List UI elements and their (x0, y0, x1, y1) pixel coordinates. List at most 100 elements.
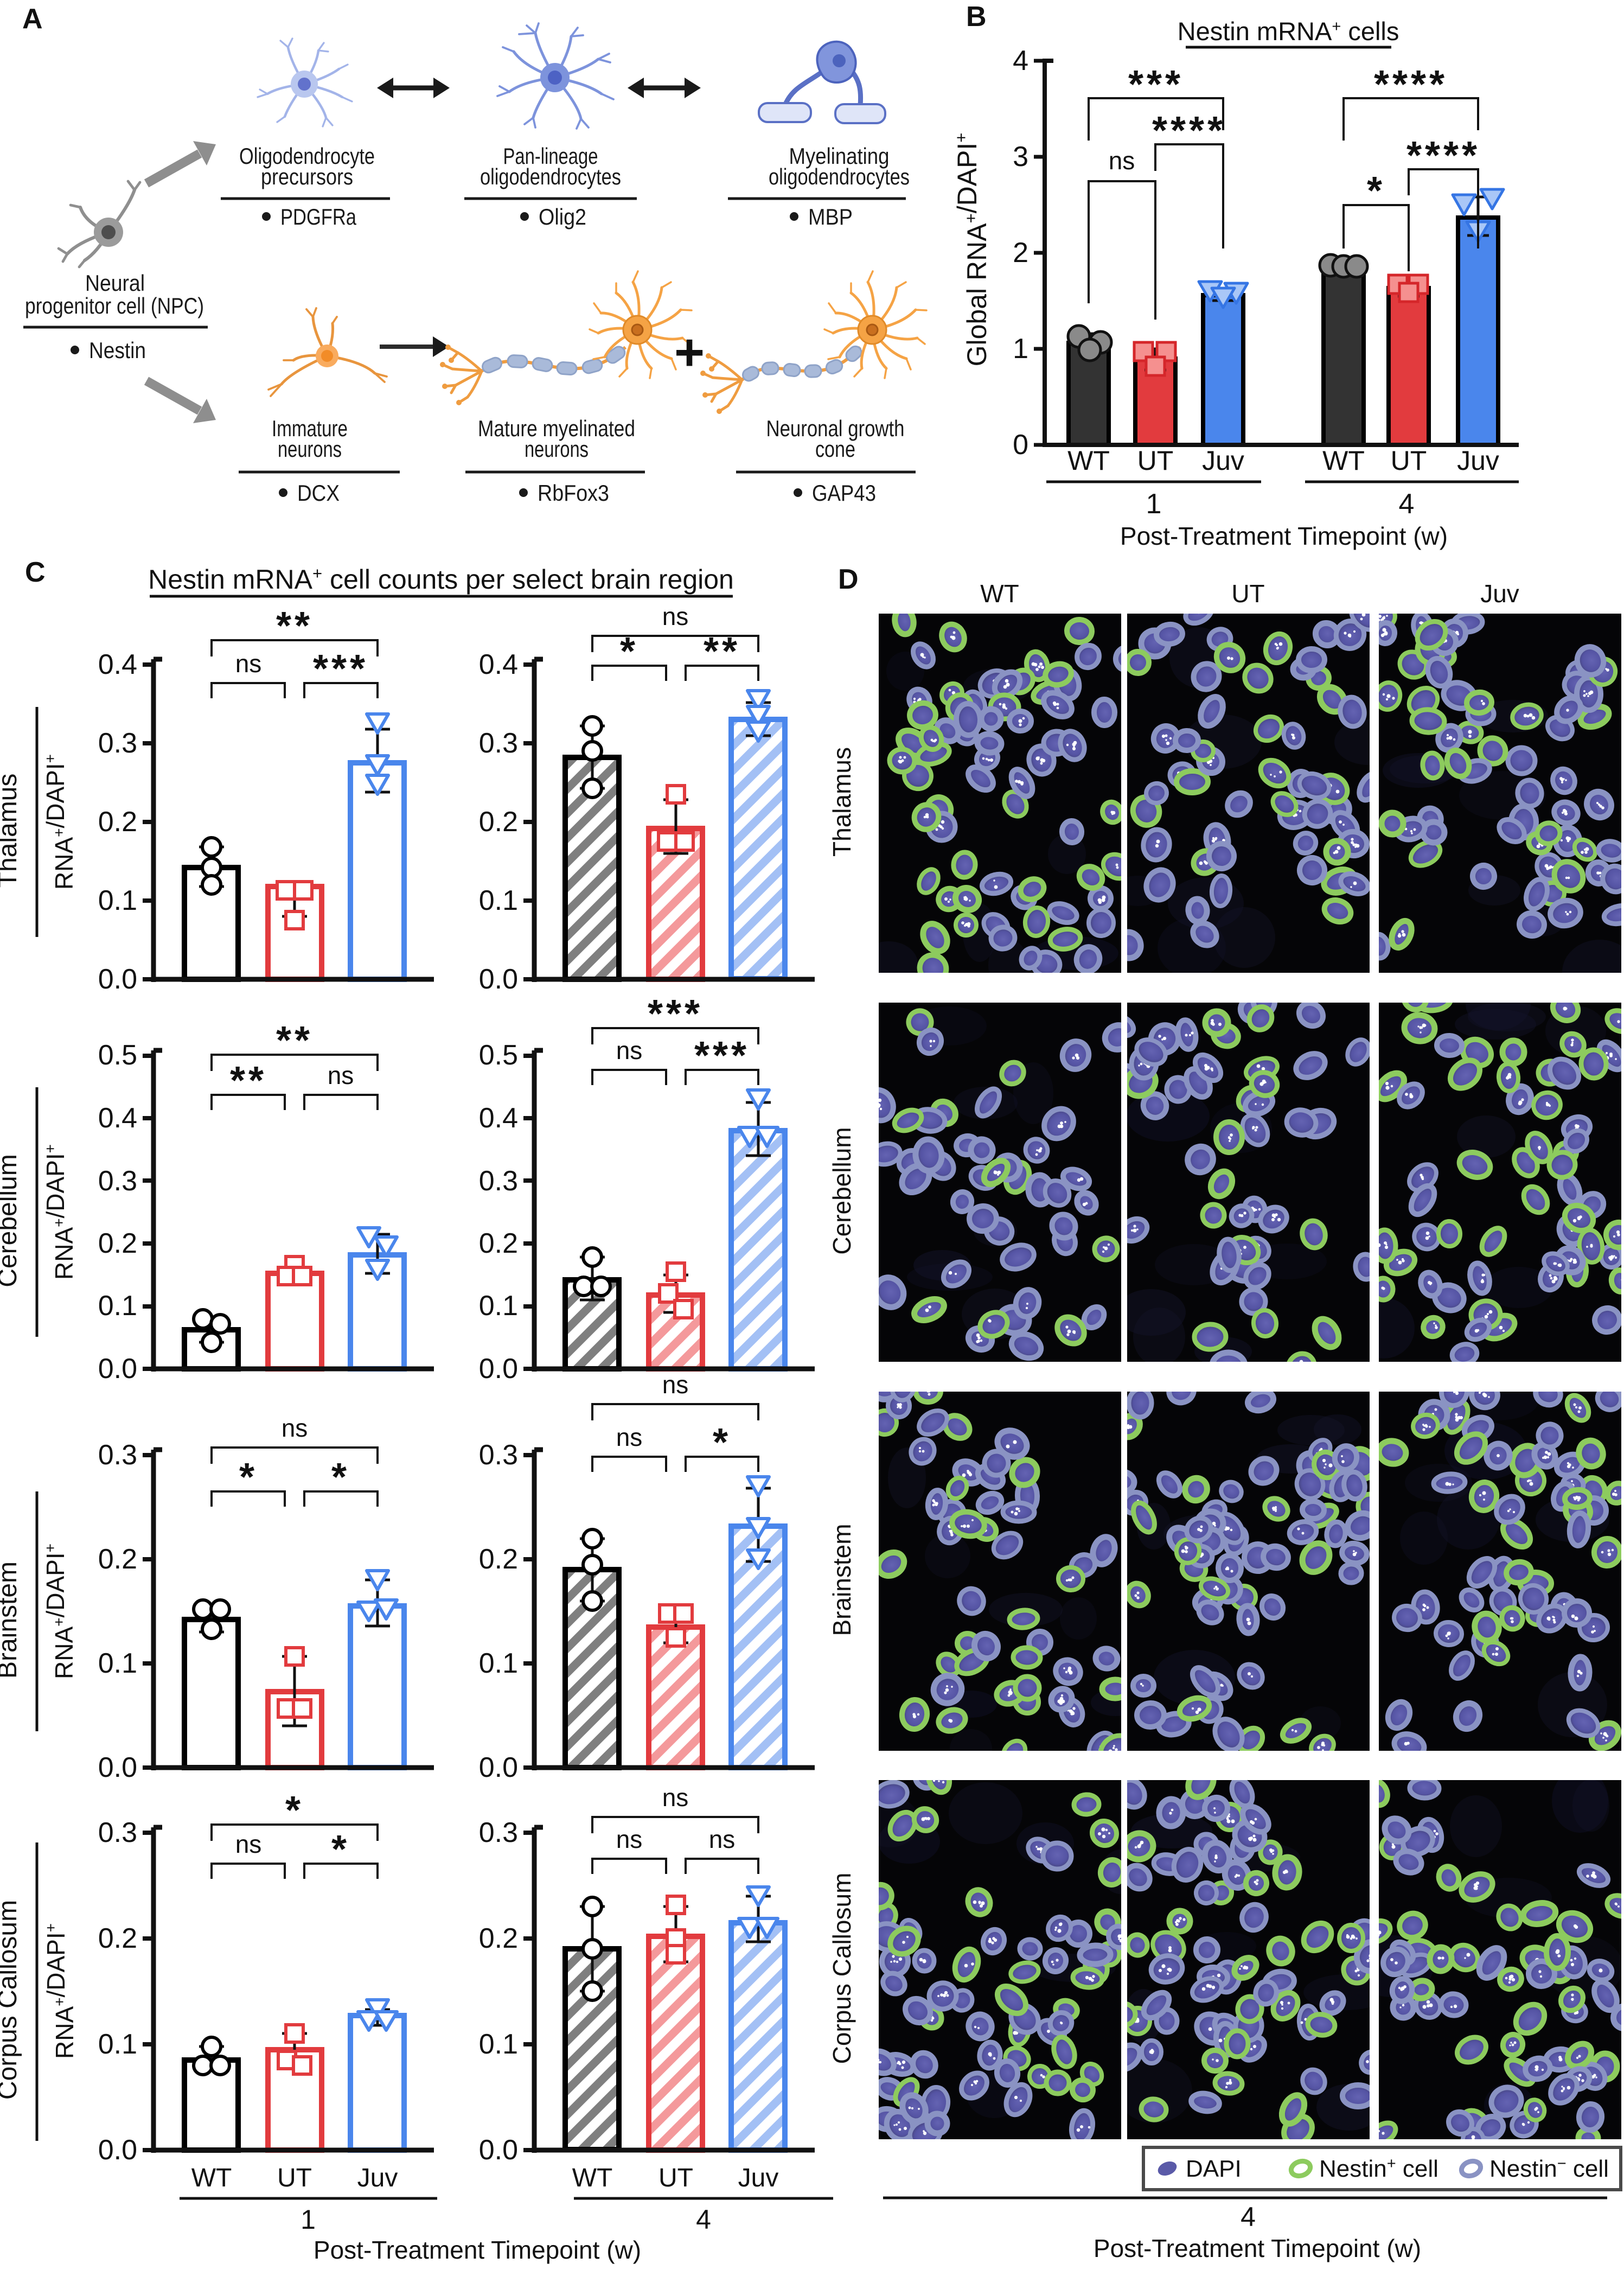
svg-text:0.0: 0.0 (98, 2134, 137, 2166)
svg-text:0.2: 0.2 (479, 1923, 518, 1954)
svg-text:0.4: 0.4 (98, 1102, 137, 1134)
svg-text:****: **** (1374, 63, 1448, 106)
svg-text:0.3: 0.3 (98, 1439, 137, 1471)
svg-text:0.4: 0.4 (479, 649, 518, 680)
svg-text:0.1: 0.1 (98, 1648, 137, 1679)
svg-text:***: *** (1128, 63, 1184, 106)
svg-text:0.1: 0.1 (479, 2029, 518, 2060)
svg-text:*: * (713, 1421, 731, 1464)
svg-text:RNA+/DAPI+: RNA+/DAPI+ (42, 1923, 79, 2059)
svg-text:WT: WT (572, 2164, 613, 2192)
svg-text:**: ** (276, 604, 313, 648)
svg-text:WT: WT (1067, 445, 1110, 476)
svg-text:***: *** (694, 1034, 750, 1077)
svg-text:Cerebellum: Cerebellum (828, 1127, 856, 1254)
svg-text:0.1: 0.1 (98, 885, 137, 916)
svg-text:Cerebellum: Cerebellum (0, 1154, 22, 1287)
svg-text:0.0: 0.0 (479, 2134, 518, 2166)
svg-text:Post-Treatment Timepoint (w): Post-Treatment Timepoint (w) (1120, 522, 1448, 550)
svg-text:D: D (838, 564, 859, 595)
svg-text:RNA+/DAPI+: RNA+/DAPI+ (41, 754, 78, 890)
svg-text:Juv: Juv (738, 2164, 779, 2192)
svg-text:ns: ns (662, 1783, 689, 1812)
svg-text:Neuronal growth: Neuronal growth (766, 416, 905, 441)
svg-text:WT: WT (980, 579, 1019, 608)
svg-text:0.0: 0.0 (98, 1353, 137, 1385)
svg-text:4: 4 (1241, 2202, 1256, 2232)
svg-text:ns: ns (616, 1825, 643, 1853)
svg-text:0.3: 0.3 (479, 1165, 518, 1197)
svg-text:UT: UT (277, 2164, 312, 2192)
svg-text:DCX: DCX (297, 480, 340, 506)
svg-text:Thalamus: Thalamus (828, 747, 856, 857)
svg-text:1: 1 (300, 2204, 316, 2235)
svg-text:Juv: Juv (357, 2164, 398, 2192)
svg-text:0.3: 0.3 (98, 1165, 137, 1197)
svg-text:RbFox3: RbFox3 (538, 480, 609, 506)
svg-text:Oligodendrocyte: Oligodendrocyte (239, 143, 375, 169)
svg-text:2: 2 (1013, 237, 1028, 269)
svg-text:ns: ns (662, 602, 689, 630)
svg-text:0.1: 0.1 (98, 1290, 137, 1322)
svg-text:0.3: 0.3 (479, 1439, 518, 1471)
svg-text:DAPI: DAPI (1186, 2156, 1242, 2182)
svg-text:0.2: 0.2 (479, 1228, 518, 1259)
svg-text:0.3: 0.3 (479, 728, 518, 759)
svg-text:cone: cone (815, 436, 855, 462)
svg-text:oligodendrocytes: oligodendrocytes (769, 164, 910, 189)
svg-text:Juv: Juv (1457, 445, 1499, 476)
svg-text:A: A (22, 3, 43, 35)
svg-text:B: B (966, 1, 987, 33)
svg-text:0.3: 0.3 (98, 728, 137, 759)
svg-text:ns: ns (282, 1414, 308, 1442)
svg-text:0.2: 0.2 (479, 1544, 518, 1575)
svg-text:ns: ns (616, 1423, 643, 1451)
svg-text:neurons: neurons (278, 436, 342, 462)
svg-text:4: 4 (1013, 45, 1028, 76)
svg-text:*: * (331, 1828, 350, 1871)
svg-text:*: * (620, 630, 638, 673)
svg-text:Corpus Callosum: Corpus Callosum (828, 1873, 856, 2064)
svg-text:0.1: 0.1 (479, 1290, 518, 1322)
svg-text:Nestin mRNA+ cells: Nestin mRNA+ cells (1178, 17, 1399, 46)
svg-text:ns: ns (709, 1825, 736, 1853)
svg-text:Pan-lineage: Pan-lineage (503, 143, 598, 169)
svg-text:**: ** (704, 630, 740, 673)
svg-text:***: *** (313, 647, 368, 691)
svg-text:Myelinating: Myelinating (789, 143, 890, 169)
svg-text:precursors: precursors (261, 164, 353, 189)
svg-text:progenitor cell (NPC): progenitor cell (NPC) (25, 293, 204, 318)
svg-text:Thalamus: Thalamus (0, 774, 22, 888)
svg-text:ns: ns (328, 1061, 354, 1089)
svg-text:Corpus Callosum: Corpus Callosum (0, 1900, 22, 2100)
svg-text:0.0: 0.0 (479, 1353, 518, 1385)
svg-text:0.0: 0.0 (98, 1752, 137, 1783)
svg-text:0: 0 (1013, 429, 1028, 461)
svg-text:****: **** (1152, 109, 1226, 152)
svg-text:0.1: 0.1 (479, 885, 518, 916)
svg-text:0.0: 0.0 (479, 1752, 518, 1783)
svg-text:ns: ns (662, 1370, 689, 1399)
svg-text:Nestin: Nestin (89, 337, 146, 363)
svg-text:neurons: neurons (525, 436, 589, 462)
svg-text:ns: ns (1109, 146, 1135, 175)
svg-text:0.4: 0.4 (98, 649, 137, 680)
svg-text:0.2: 0.2 (98, 1544, 137, 1575)
svg-text:0.1: 0.1 (479, 1648, 518, 1679)
svg-text:ns: ns (616, 1036, 643, 1064)
svg-text:UT: UT (1231, 579, 1264, 608)
svg-text:GAP43: GAP43 (812, 480, 876, 506)
svg-text:Brainstem: Brainstem (828, 1523, 856, 1636)
svg-text:0.3: 0.3 (98, 1817, 137, 1848)
svg-text:***: *** (648, 992, 703, 1036)
svg-text:UT: UT (1391, 445, 1427, 476)
svg-text:Nestin mRNA+ cell counts per: Nestin mRNA+ cell counts per select brai… (148, 564, 734, 595)
svg-text:**: ** (230, 1059, 267, 1102)
svg-text:Juv: Juv (1480, 579, 1519, 608)
svg-text:4: 4 (1399, 488, 1415, 520)
svg-text:1: 1 (1013, 333, 1028, 365)
svg-text:Nestin+ cell: Nestin+ cell (1319, 2155, 1438, 2182)
svg-text:0.3: 0.3 (479, 1817, 518, 1848)
svg-text:0.1: 0.1 (98, 2029, 137, 2060)
svg-text:*: * (331, 1456, 350, 1499)
